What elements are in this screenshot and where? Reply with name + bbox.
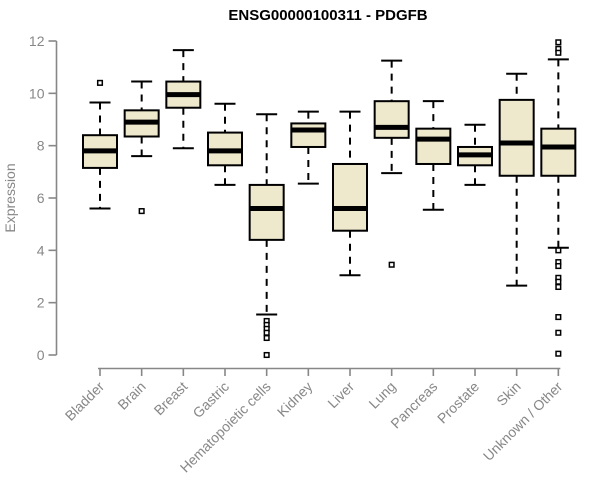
box-lung	[373, 59, 410, 268]
x-tick-label: Prostate	[434, 378, 482, 426]
y-axis-title: Expression	[2, 163, 18, 232]
iqr-box	[373, 100, 410, 139]
box-bladder	[82, 79, 118, 210]
outlier-point	[263, 329, 270, 336]
y-tick-label: 8	[37, 138, 45, 154]
outlier-point	[555, 49, 562, 56]
outlier-point	[555, 350, 562, 357]
outlier-point	[555, 329, 562, 336]
x-tick-label: Brain	[114, 378, 148, 412]
y-tick-label: 6	[37, 190, 45, 206]
y-tick-label: 2	[37, 295, 45, 311]
box-hematopoietic-cells	[248, 113, 285, 359]
y-tick-label: 10	[29, 85, 45, 101]
x-tick-label: Skin	[493, 378, 524, 409]
outlier-point	[263, 351, 270, 359]
box-brain	[123, 80, 160, 215]
box-unknown-other	[540, 39, 577, 357]
outlier-point	[388, 261, 395, 268]
outlier-point	[555, 278, 562, 285]
outlier-point	[555, 39, 562, 46]
iqr-box	[248, 183, 285, 241]
outlier-point	[263, 334, 270, 342]
x-tick-label: Kidney	[274, 378, 316, 420]
box-gastric	[207, 102, 244, 186]
x-tick-label: Liver	[324, 378, 357, 411]
y-tick-label: 4	[37, 242, 45, 258]
box-pancreas	[415, 100, 452, 211]
box-series	[82, 39, 577, 359]
y-tick-label: 12	[29, 33, 45, 49]
box-skin	[498, 72, 535, 287]
iqr-box	[498, 98, 535, 177]
outlier-point	[555, 262, 562, 270]
x-tick-label: Bladder	[62, 378, 108, 424]
iqr-box	[290, 122, 327, 148]
outlier-point	[555, 247, 562, 254]
outlier-point	[138, 208, 145, 215]
box-prostate	[457, 123, 494, 186]
y-tick-label: 0	[37, 347, 45, 363]
x-tick-label: Unknown / Other	[480, 378, 566, 464]
box-liver	[332, 110, 369, 277]
outlier-point	[555, 314, 562, 321]
box-breast	[165, 49, 202, 150]
iqr-box	[415, 127, 452, 165]
iqr-box	[540, 127, 577, 177]
iqr-box	[332, 162, 369, 232]
x-tick-label: Lung	[365, 378, 398, 411]
x-tick-label: Breast	[151, 378, 191, 418]
outlier-point	[96, 79, 104, 86]
outlier-point	[555, 283, 562, 291]
box-kidney	[290, 110, 327, 185]
chart-title: ENSG00000100311 - PDGFB	[228, 7, 427, 24]
